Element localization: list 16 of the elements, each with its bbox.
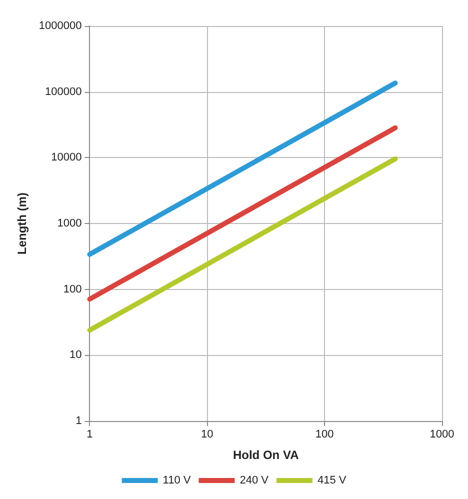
y-tick-label: 1000	[57, 218, 82, 230]
x-tick-label: 1000	[430, 428, 454, 440]
y-tick-label: 1000000	[38, 20, 82, 32]
y-tick-label: 1	[76, 415, 82, 427]
legend-label: 415 V	[317, 474, 347, 486]
y-axis-title: Length (m)	[15, 192, 29, 254]
x-axis-title: Hold On VA	[232, 448, 300, 462]
y-tick-label: 100	[63, 283, 82, 296]
x-tick-label: 100	[315, 428, 334, 440]
x-tick-label: 1	[86, 428, 93, 440]
y-tick-label: 10	[69, 349, 82, 362]
legend-label: 110 V	[162, 474, 192, 486]
y-tick-label: 100000	[45, 86, 82, 98]
y-tick-label: 10000	[51, 152, 82, 164]
legend-label: 240 V	[240, 474, 270, 486]
x-tick-label: 10	[201, 428, 214, 440]
